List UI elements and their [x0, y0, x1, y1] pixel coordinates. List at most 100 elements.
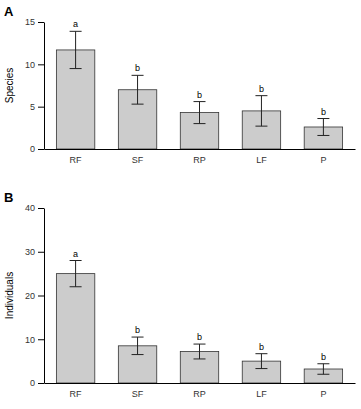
tick-mark	[38, 149, 44, 150]
tick-label: 15	[25, 17, 35, 27]
annotation: b	[259, 342, 264, 352]
tick-mark	[38, 107, 44, 108]
annotation: b	[259, 84, 264, 94]
tick-label: 20	[25, 291, 35, 301]
error-line	[261, 354, 262, 369]
bar	[56, 274, 94, 383]
error-cap	[194, 344, 206, 345]
tick: SF	[132, 389, 144, 399]
error-bar	[255, 96, 267, 126]
tick: RP	[193, 155, 206, 165]
axis-line	[44, 209, 45, 384]
x-axis: RF SF RP LF P	[45, 150, 356, 165]
tick-label: P	[320, 389, 326, 399]
axis-line	[45, 383, 356, 384]
tick: SF	[132, 155, 144, 165]
tick-mark	[38, 208, 44, 209]
tick-label: RP	[193, 389, 206, 399]
y-axis-title: Species	[4, 68, 15, 104]
error-line	[75, 31, 76, 68]
tick-label: 10	[25, 335, 35, 345]
tick: P	[320, 155, 326, 165]
tick: 10	[25, 60, 44, 70]
error-line	[137, 75, 138, 104]
annotation: b	[197, 332, 202, 342]
tick: RP	[193, 389, 206, 399]
tick-label: 30	[25, 247, 35, 257]
tick-label: 0	[30, 378, 35, 388]
tick-mark	[38, 22, 44, 23]
error-cap	[255, 353, 267, 354]
tick-label: 5	[30, 102, 35, 112]
axis-line	[44, 23, 45, 150]
error-line	[137, 337, 138, 355]
tick: LF	[256, 389, 267, 399]
tick-label: RF	[70, 155, 82, 165]
error-cap	[132, 104, 144, 105]
tick: RF	[70, 389, 82, 399]
error-line	[323, 119, 324, 136]
error-cap	[70, 68, 82, 69]
tick: 15	[25, 17, 44, 27]
error-cap	[70, 260, 82, 261]
tick-label: 10	[25, 60, 35, 70]
error-cap	[317, 374, 329, 375]
tick: 30	[25, 247, 44, 257]
error-cap	[70, 31, 82, 32]
tick: 0	[30, 144, 44, 154]
tick: LF	[256, 155, 267, 165]
y-axis: 010203040	[25, 203, 45, 388]
annotation: b	[135, 63, 140, 73]
error-line	[323, 364, 324, 375]
error-cap	[132, 337, 144, 338]
tick-mark	[38, 252, 44, 253]
y-axis-title: Individuals	[4, 272, 15, 319]
error-cap	[255, 95, 267, 96]
panel: ASpeciesabbbb051015RFSFRPLFP	[4, 4, 356, 165]
tick-label: SF	[132, 155, 144, 165]
error-cap	[255, 126, 267, 127]
annotation: a	[73, 249, 78, 259]
tick: 5	[30, 102, 44, 112]
error-cap	[255, 368, 267, 369]
annotation: b	[321, 352, 326, 362]
tick-label: RF	[70, 389, 82, 399]
error-bar	[132, 75, 144, 104]
plot-area	[56, 31, 342, 149]
error-bar	[255, 354, 267, 369]
tick-label: P	[320, 155, 326, 165]
error-cap	[317, 135, 329, 136]
error-bar	[132, 337, 144, 355]
error-cap	[194, 358, 206, 359]
y-axis: 0 5 10 15	[25, 17, 45, 154]
error-cap	[70, 286, 82, 287]
error-cap	[194, 101, 206, 102]
tick: 20	[25, 291, 44, 301]
error-line	[261, 96, 262, 126]
tick: P	[320, 389, 326, 399]
annotation: a	[73, 19, 78, 29]
tick-label: LF	[256, 155, 267, 165]
error-cap	[132, 75, 144, 76]
tick-mark	[38, 64, 44, 65]
tick-label: SF	[132, 389, 144, 399]
figure: ASpeciesabbbb051015RFSFRPLFPBIndividuals…	[0, 0, 361, 409]
tick-label: LF	[256, 389, 267, 399]
tick: 10	[25, 335, 44, 345]
annotation: b	[135, 325, 140, 335]
tick-label: 0	[30, 144, 35, 154]
error-bar	[194, 344, 206, 359]
annotation: b	[321, 107, 326, 117]
plot-area	[56, 261, 342, 384]
error-bar	[317, 119, 329, 136]
tick: 0	[30, 378, 44, 388]
error-line	[199, 344, 200, 359]
tick-label: RP	[193, 155, 206, 165]
error-bar	[317, 364, 329, 375]
error-line	[75, 261, 76, 287]
error-cap	[317, 118, 329, 119]
x-axis: RF SF RP LF P	[45, 384, 356, 399]
tick-mark	[38, 339, 44, 340]
panel: BIndividualsabbbb010203040RFSFRPLFP	[4, 190, 356, 399]
error-cap	[317, 363, 329, 364]
